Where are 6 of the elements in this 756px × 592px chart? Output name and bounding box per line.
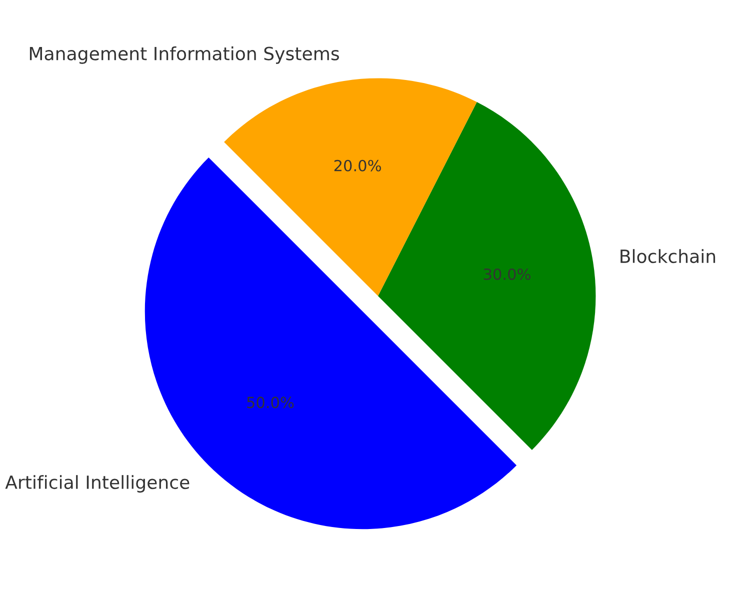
slice-label: Artificial Intelligence [5, 475, 190, 493]
data-label: 50.0% [247, 396, 294, 408]
data-label: 20.0% [334, 160, 381, 172]
data-label: 30.0% [484, 268, 530, 280]
slice-label: Blockchain [620, 249, 716, 264]
slice-label: Management Information Systems [30, 46, 339, 64]
